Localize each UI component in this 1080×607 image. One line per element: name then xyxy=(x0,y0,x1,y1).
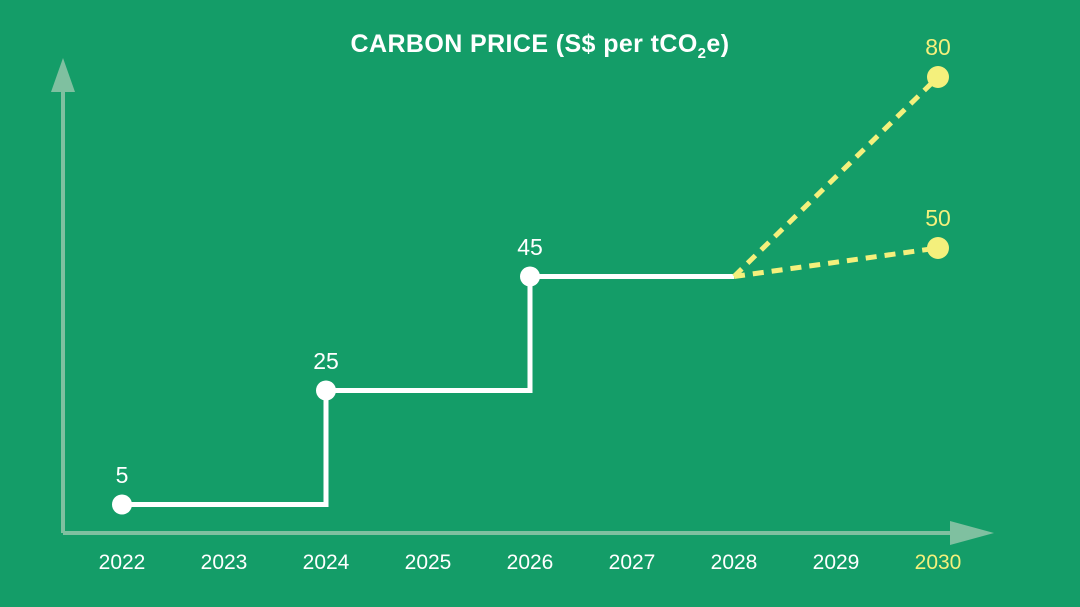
x-axis-arrowhead-icon xyxy=(950,521,994,545)
y-axis-arrowhead-icon xyxy=(51,58,75,92)
projection-point-50 xyxy=(927,237,949,259)
x-tick-2022: 2022 xyxy=(98,551,146,574)
x-tick-2025: 2025 xyxy=(404,551,452,574)
x-tick-2026: 2026 xyxy=(506,551,554,574)
data-label-2024: 25 xyxy=(313,347,339,374)
x-tick-2029: 2029 xyxy=(812,551,860,574)
data-point-2024 xyxy=(316,380,336,401)
data-label-2026: 45 xyxy=(517,233,543,260)
data-point-2022 xyxy=(112,494,132,515)
chart-title: CARBON PRICE (S$ per tCO2e) xyxy=(0,30,1080,62)
x-tick-2024: 2024 xyxy=(302,551,350,574)
projection-point-80 xyxy=(927,66,949,88)
x-tick-2027: 2027 xyxy=(608,551,656,574)
x-tick-2023: 2023 xyxy=(200,551,248,574)
carbon-price-step-line xyxy=(122,274,734,507)
chart-title-text: CARBON PRICE (S$ per tCO xyxy=(350,30,698,58)
projection-line-50 xyxy=(733,245,939,279)
x-tick-2028: 2028 xyxy=(710,551,758,574)
x-tick-2030: 2030 xyxy=(914,551,962,574)
data-label-2030-high: 80 xyxy=(925,34,951,60)
data-label-2022: 5 xyxy=(115,461,129,488)
data-point-2026 xyxy=(520,266,540,287)
projection-line-80 xyxy=(732,75,940,279)
chart-title-subscript: 2 xyxy=(697,45,707,62)
data-label-2030-low: 50 xyxy=(925,205,951,231)
chart-title-suffix: e) xyxy=(706,30,730,58)
